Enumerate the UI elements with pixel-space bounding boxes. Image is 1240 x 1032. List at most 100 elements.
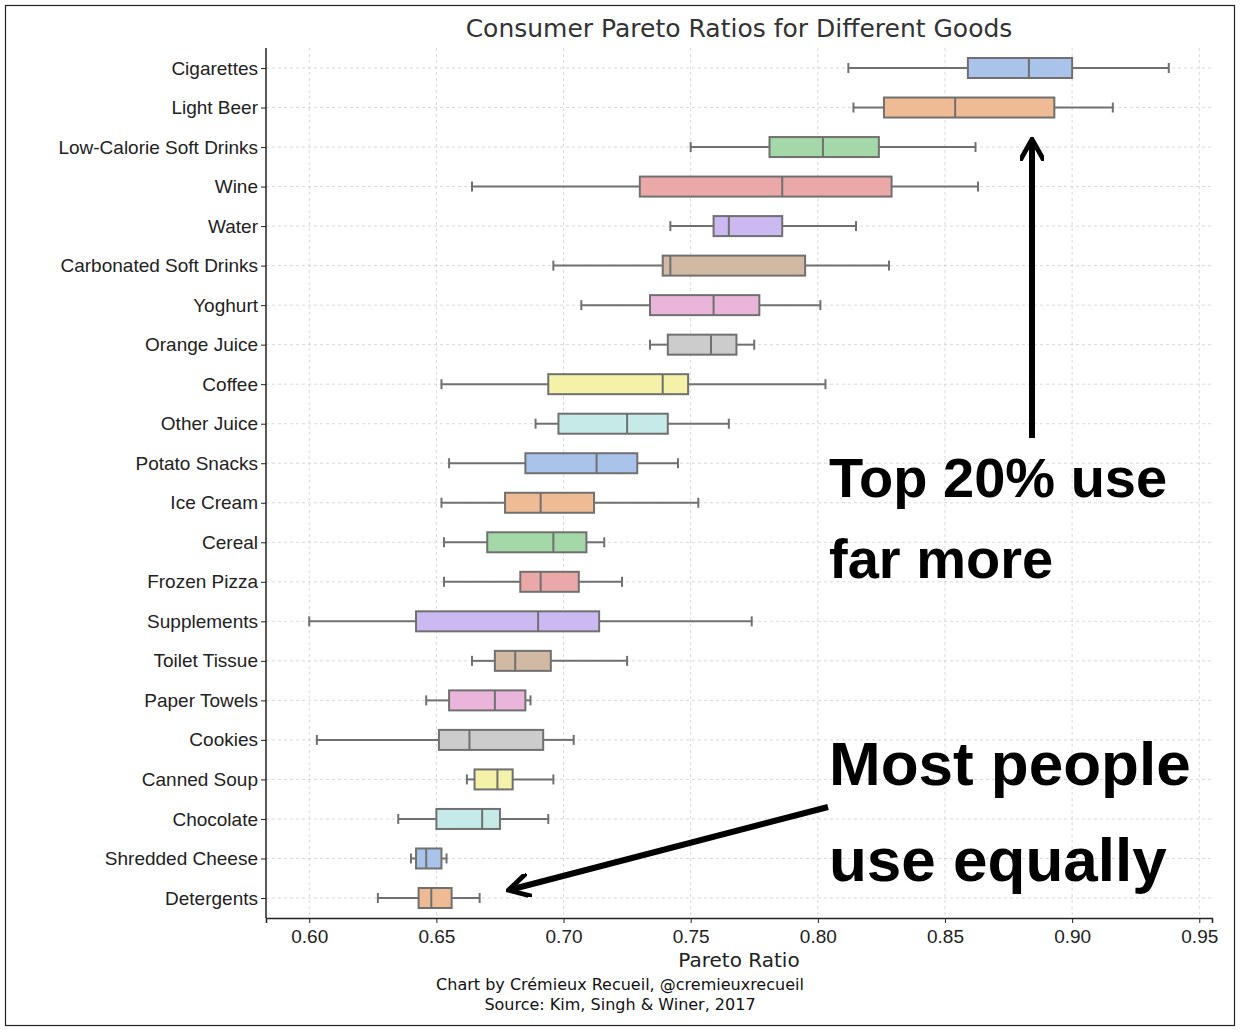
x-tick-label: 0.70 (546, 926, 583, 947)
box (668, 335, 737, 355)
whisker-cap (410, 853, 412, 863)
median (481, 809, 483, 829)
whisker-cap (471, 182, 473, 192)
y-tick-label: Ice Cream (170, 492, 258, 513)
y-tick-label: Carbonated Soft Drinks (61, 255, 259, 276)
y-tick-label: Orange Juice (145, 334, 258, 355)
box (505, 493, 594, 513)
x-tick: 0.85 (927, 918, 964, 947)
whisker-cap (697, 498, 699, 508)
box-group (472, 651, 627, 671)
box-group (650, 335, 754, 355)
whisker-cap (847, 63, 849, 73)
box (436, 809, 500, 829)
median (822, 137, 824, 157)
box-group (467, 769, 553, 789)
whisker-cap (621, 577, 623, 587)
y-tick-mark (261, 108, 266, 109)
whisker (472, 186, 640, 188)
median (496, 769, 498, 789)
box-group (853, 98, 1112, 118)
whisker (398, 818, 436, 820)
whisker (309, 620, 416, 622)
box (487, 532, 586, 552)
whisker (553, 265, 662, 267)
y-tick-mark (261, 740, 266, 741)
y-tick: Carbonated Soft Drinks (61, 255, 267, 276)
box-group (536, 414, 729, 434)
box-group (449, 453, 678, 473)
y-tick-label: Detergents (165, 888, 258, 909)
y-tick-mark (261, 779, 266, 780)
median (669, 256, 671, 276)
whisker (426, 699, 449, 701)
y-tick: Cigarettes (171, 58, 266, 79)
arrow (1029, 144, 1035, 438)
median (514, 651, 516, 671)
whisker-cap (308, 616, 310, 626)
y-tick: Potato Snacks (135, 453, 266, 474)
whisker (594, 502, 698, 504)
whisker (579, 581, 622, 583)
y-grid-line (266, 147, 1212, 148)
whisker-cap (573, 735, 575, 745)
y-tick-mark (261, 858, 266, 859)
x-tick-label: 0.95 (1181, 926, 1218, 947)
box-group (441, 493, 698, 513)
box-group (378, 888, 480, 908)
x-tick-mark (691, 918, 692, 923)
whisker (467, 778, 475, 780)
whisker (581, 304, 650, 306)
x-tick-mark (1072, 918, 1073, 923)
whisker-cap (855, 221, 857, 231)
box (475, 769, 513, 789)
box-group (553, 256, 889, 276)
y-tick-mark (261, 463, 266, 464)
x-tick-mark (818, 918, 819, 923)
median (540, 493, 542, 513)
box-group (444, 572, 622, 592)
whisker (892, 186, 978, 188)
whisker (441, 383, 548, 385)
box (968, 58, 1072, 78)
y-tick: Paper Towels (144, 690, 266, 711)
whisker (513, 778, 554, 780)
chart: 0.600.650.700.750.800.850.900.95Cigarett… (0, 0, 1240, 1032)
whisker-cap (975, 142, 977, 152)
median (425, 848, 427, 868)
whisker-cap (603, 537, 605, 547)
y-tick: Wine (215, 176, 266, 197)
whisker-cap (535, 419, 537, 429)
y-tick: Other Juice (161, 413, 266, 434)
annotation: far more (829, 527, 1053, 590)
y-tick: Yoghurt (193, 295, 266, 316)
y-grid-line (266, 581, 1212, 582)
y-grid-line (266, 660, 1212, 661)
whisker-cap (580, 300, 582, 310)
box (495, 651, 551, 671)
x-tick: 0.80 (800, 918, 837, 947)
x-tick-mark (564, 918, 565, 923)
y-tick-label: Canned Soup (142, 769, 258, 790)
box (770, 137, 879, 157)
y-grid-line (266, 621, 1212, 622)
median (728, 216, 730, 236)
whisker-cap (1112, 103, 1114, 113)
y-tick: Ice Cream (170, 492, 266, 513)
whisker-cap (529, 695, 531, 705)
y-tick-label: Light Beer (171, 97, 258, 118)
y-tick: Supplements (147, 611, 266, 632)
y-tick-label: Cookies (189, 729, 258, 750)
y-tick-label: Chocolate (172, 809, 258, 830)
y-tick-label: Toilet Tissue (153, 650, 258, 671)
whisker-cap (753, 340, 755, 350)
y-tick-label: Yoghurt (193, 295, 259, 316)
x-tick-label: 0.75 (673, 926, 710, 947)
box (558, 414, 667, 434)
x-tick-mark (436, 918, 437, 923)
x-grid-line (563, 48, 564, 918)
whisker-cap (852, 103, 854, 113)
x-tick-mark (309, 918, 310, 923)
box-group (398, 809, 548, 829)
whisker (759, 304, 820, 306)
